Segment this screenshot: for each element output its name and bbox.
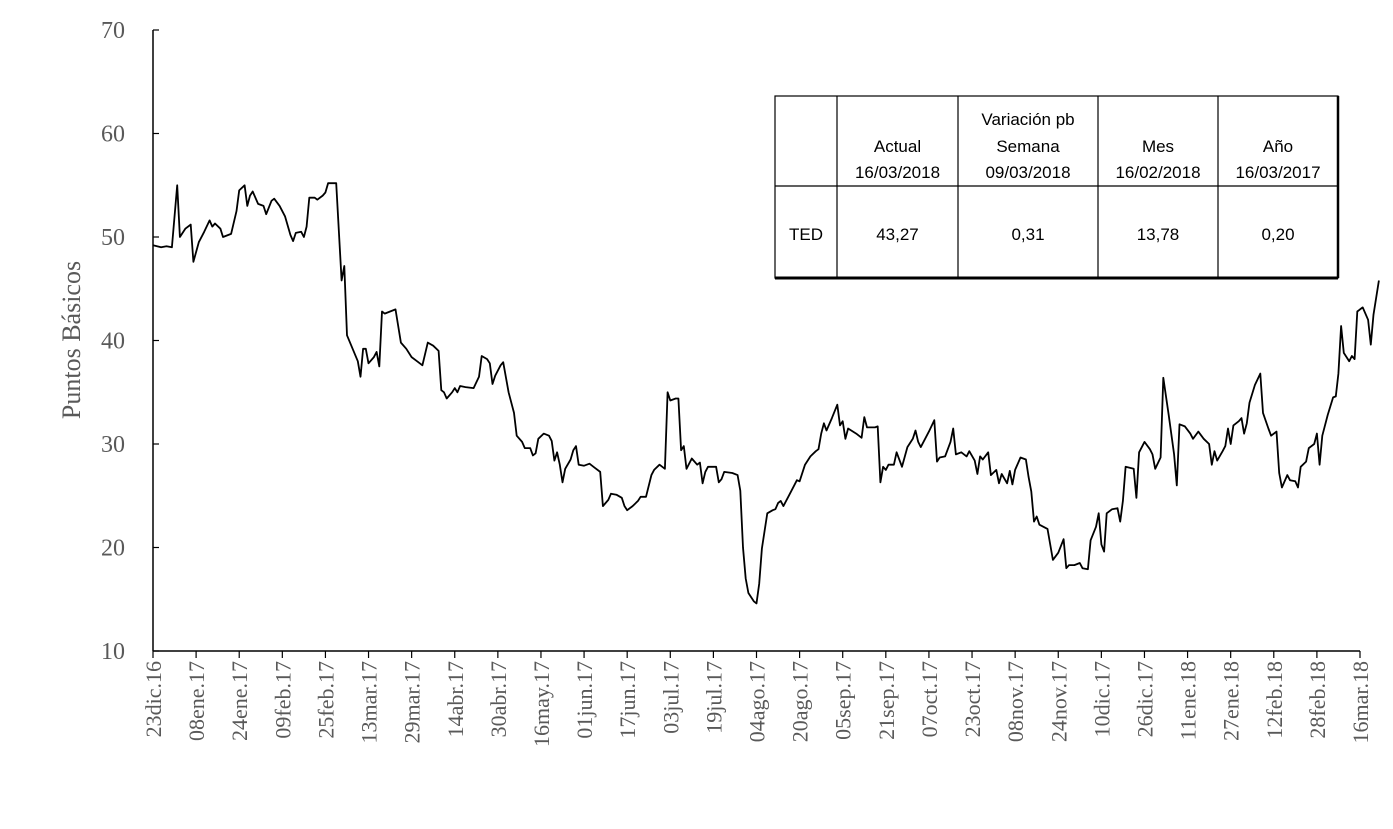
y-tick-label: 70 xyxy=(101,18,125,44)
x-tick-label: 09feb.17 xyxy=(270,661,295,739)
x-tick-label: 23dic.16 xyxy=(141,661,166,737)
x-tick-label: 14abr.17 xyxy=(443,661,468,737)
x-tick-label: 10dic.17 xyxy=(1089,661,1114,737)
table-column-date: 16/02/2018 xyxy=(1115,163,1200,182)
table-column-date: 09/03/2018 xyxy=(985,163,1070,182)
table-column-date: 16/03/2018 xyxy=(855,163,940,182)
x-tick-label: 01jun.17 xyxy=(572,661,597,739)
table-cell-value: 0,31 xyxy=(1011,225,1044,244)
table-cell-value: 43,27 xyxy=(876,225,919,244)
y-tick-label: 40 xyxy=(101,329,125,355)
x-tick-label: 04ago.17 xyxy=(745,661,770,742)
x-tick-label: 21sep.17 xyxy=(874,661,899,740)
y-tick-label: 20 xyxy=(101,536,125,562)
summary-table: Variación pb Actual 16/03/2018 Semana 09/03/… xyxy=(774,95,1340,280)
x-tick-label: 23oct.17 xyxy=(960,661,985,737)
x-axis xyxy=(152,650,1361,658)
x-tick-label: 11ene.18 xyxy=(1176,661,1201,740)
x-tick-label: 16may.17 xyxy=(529,661,554,747)
table-cell-value: 0,20 xyxy=(1261,225,1294,244)
table-column-date: 16/03/2017 xyxy=(1235,163,1320,182)
x-tick-label: 12feb.18 xyxy=(1262,661,1287,739)
x-tick-label: 25feb.17 xyxy=(313,661,338,739)
x-tick-label: 08nov.17 xyxy=(1003,661,1028,742)
x-tick-label: 29mar.17 xyxy=(400,661,425,744)
x-tick-label: 16mar.18 xyxy=(1348,661,1373,744)
x-tick-label: 20ago.17 xyxy=(788,661,813,742)
x-tick-label: 08ene.17 xyxy=(184,661,209,741)
x-tick-label: 19jul.17 xyxy=(701,661,726,734)
table-header-top: Variación pb xyxy=(981,110,1074,129)
y-axis xyxy=(152,29,159,652)
x-tick-label: 13mar.17 xyxy=(357,661,382,744)
x-tick-label: 27ene.18 xyxy=(1219,661,1244,741)
x-tick-label: 17jun.17 xyxy=(615,661,640,739)
table-column-label: Año xyxy=(1263,137,1293,156)
x-tick-labels: 23dic.16 08ene.17 24ene.17 09feb.17 25feb.17… xyxy=(141,661,1373,747)
series-line xyxy=(152,182,1380,605)
x-tick-label: 03jul.17 xyxy=(658,661,683,734)
x-tick-label: 28feb.18 xyxy=(1305,661,1330,739)
x-tick-label: 30abr.17 xyxy=(486,661,511,737)
x-tick-label: 24ene.17 xyxy=(227,661,252,741)
table-column-label: Mes xyxy=(1142,137,1174,156)
x-tick-label: 05sep.17 xyxy=(831,661,856,740)
y-tick-label: 60 xyxy=(101,122,125,148)
table-column-label: Actual xyxy=(874,137,921,156)
y-tick-label: 10 xyxy=(101,639,125,665)
x-tick-label: 24nov.17 xyxy=(1046,661,1071,742)
table-cell-value: 13,78 xyxy=(1137,225,1180,244)
y-tick-label: 50 xyxy=(101,225,125,251)
y-tick-label: 30 xyxy=(101,432,125,458)
table-column-label: Semana xyxy=(996,137,1060,156)
y-axis-title: Puntos Básicos xyxy=(57,261,86,419)
table-row-label: TED xyxy=(789,225,823,244)
x-tick-label: 07oct.17 xyxy=(917,661,942,737)
series-plot xyxy=(152,182,1380,605)
y-tick-labels: 10 20 30 40 50 60 70 xyxy=(101,18,125,665)
table-frame xyxy=(774,95,1339,279)
x-tick-label: 26dic.17 xyxy=(1132,661,1157,737)
